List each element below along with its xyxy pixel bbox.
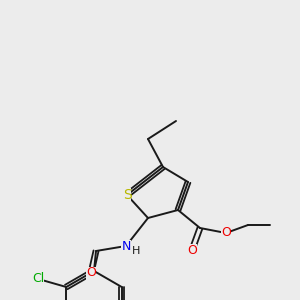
Text: N: N <box>121 239 131 253</box>
Text: O: O <box>187 244 197 256</box>
Text: S: S <box>123 188 131 202</box>
Text: H: H <box>132 246 140 256</box>
Text: O: O <box>221 226 231 239</box>
Text: O: O <box>86 266 96 280</box>
Text: Cl: Cl <box>32 272 44 286</box>
